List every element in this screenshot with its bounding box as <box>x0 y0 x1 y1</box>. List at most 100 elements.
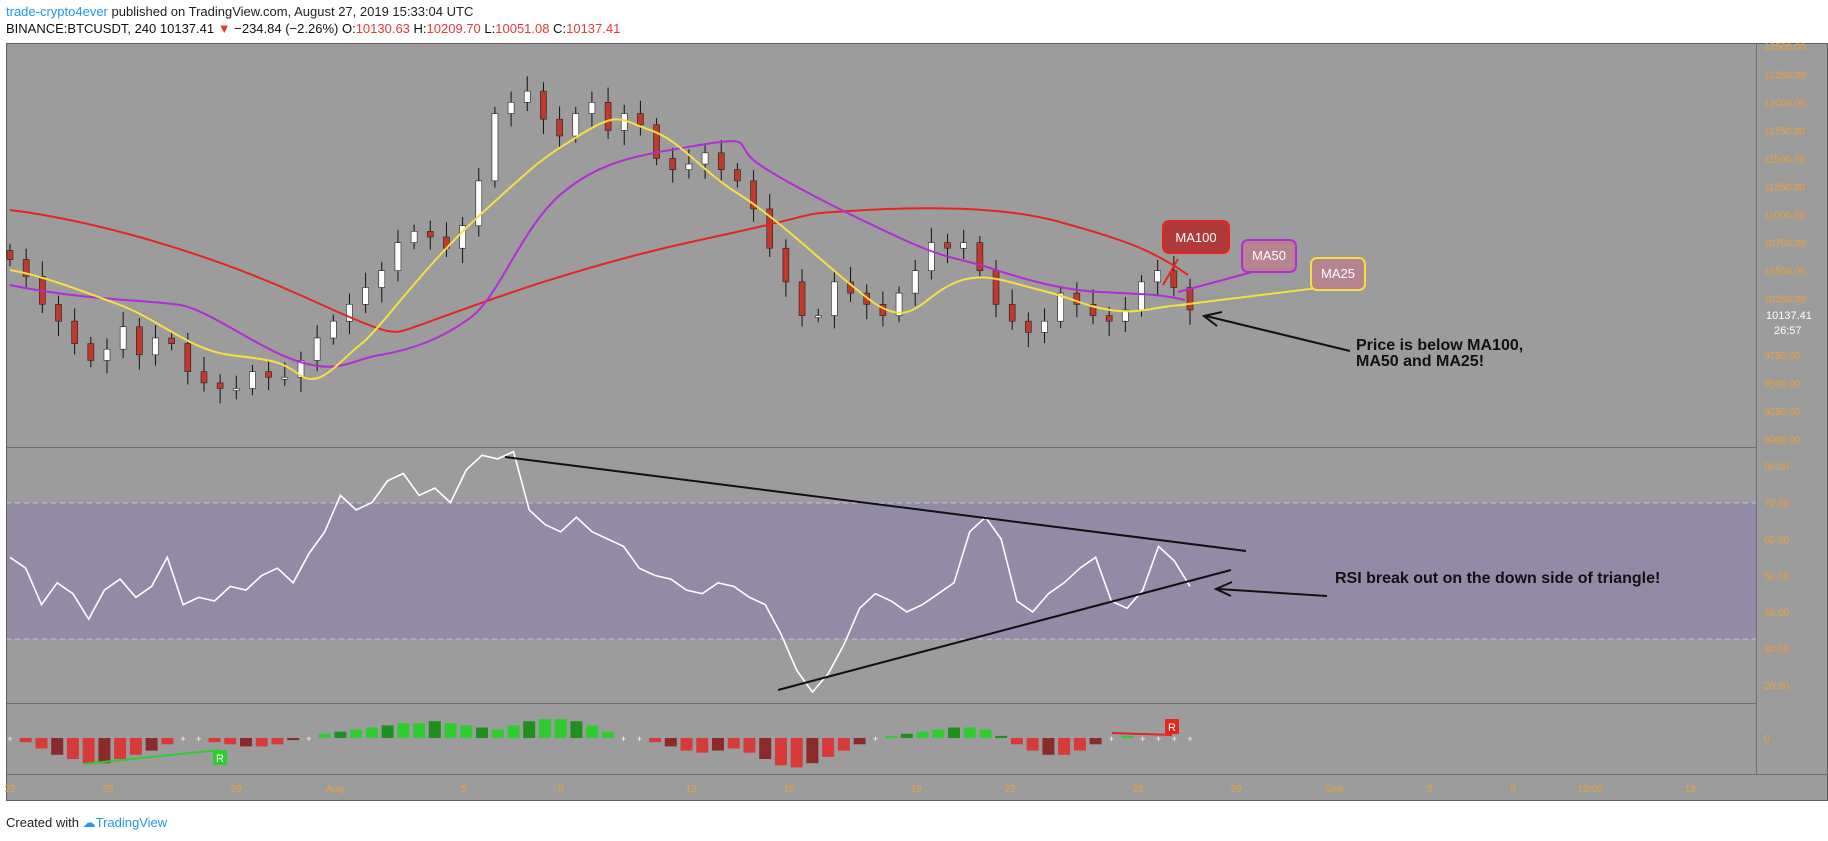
candle-body <box>378 270 386 288</box>
oscillator-tick-label: 0 <box>1764 734 1770 745</box>
candle-body <box>265 371 272 378</box>
ma100-line <box>9 207 1189 333</box>
candle-body <box>1154 270 1161 283</box>
candle-body <box>1105 315 1113 322</box>
time-tick-label: 29 <box>1230 784 1242 795</box>
triangle-upper-line <box>504 456 1247 552</box>
candle-body <box>588 102 596 114</box>
rsi-axis-ticks: 80.00 70.00 60.00 50.00 40.00 30.00 20.00 <box>1764 462 1789 692</box>
close-label: C: <box>553 21 567 36</box>
price-tick-label: 12500.00 <box>1764 42 1806 53</box>
candle-body <box>653 124 660 159</box>
oscillator-axis-ticks: 0 <box>1764 734 1770 745</box>
histogram-bar <box>932 729 945 738</box>
candle-body <box>426 231 434 238</box>
candle-body <box>346 304 353 322</box>
ma100-callout-label: MA100 <box>1175 230 1216 245</box>
rsi-band <box>6 503 1756 639</box>
candle-body <box>297 360 305 378</box>
histogram-bar <box>208 738 221 743</box>
histogram-bar <box>538 719 551 738</box>
footer: Created with ☁TradingView <box>6 815 167 831</box>
candle-body <box>1008 304 1016 322</box>
candle-body <box>685 163 693 170</box>
histogram-bar <box>1089 738 1102 745</box>
histogram-bar <box>161 738 174 745</box>
price-axis-panel[interactable] <box>1756 43 1828 774</box>
histogram-bar <box>1121 735 1134 738</box>
histogram-bar <box>649 738 662 743</box>
price-tick-label: 10250.00 <box>1764 295 1806 306</box>
candle-body <box>540 90 547 120</box>
last-price-tag <box>1757 307 1815 337</box>
ma50-callout-pointer <box>1177 269 1261 293</box>
candle-body <box>1186 287 1194 311</box>
price-pane[interactable] <box>6 43 1756 447</box>
candle-body <box>669 158 677 170</box>
histogram-bar <box>145 738 158 751</box>
candle-body <box>168 337 175 344</box>
candle-body <box>766 208 774 249</box>
bullish-divergence-label: R <box>216 753 224 765</box>
candle-body <box>249 371 256 389</box>
price-change: −234.84 (−2.26%) <box>234 21 339 36</box>
histogram-zero-marker: + <box>180 734 185 744</box>
rsi-tick-label: 80.00 <box>1764 462 1789 473</box>
candle-body <box>71 320 78 344</box>
last-price-tag-label: 10137.41 <box>1766 310 1812 322</box>
time-axis-ticks: 22 25 29 Aug 5 8 12 15 19 22 26 29 Sep 5 9 12:00 13 <box>4 784 1696 795</box>
candle-body <box>992 270 1000 305</box>
histogram-bar <box>963 727 976 738</box>
ma50-line <box>9 140 1186 368</box>
candle-body <box>313 337 321 361</box>
author-link[interactable]: trade-crypto4ever <box>6 4 108 19</box>
price-note-line-1: Price is below MA100, <box>1356 337 1523 354</box>
histogram-bar <box>98 738 111 764</box>
oscillator-pane[interactable] <box>6 704 1756 774</box>
rsi-tick-label: 50.00 <box>1764 572 1789 583</box>
candle-body <box>798 281 806 316</box>
histogram-bar <box>413 723 426 738</box>
candle-body <box>814 315 822 318</box>
histogram-zero-marker: + <box>1187 734 1192 744</box>
histogram-bar <box>381 725 394 738</box>
price-axis-ticks: 12500.00 12250.00 12000.00 11750.00 11500.00… <box>1764 42 1806 446</box>
histogram-bar <box>365 727 378 738</box>
high-value: 10209.70 <box>426 21 481 36</box>
created-with-text: Created with <box>6 815 79 830</box>
rsi-tick-label: 70.00 <box>1764 499 1789 510</box>
bearish-divergence-label: R <box>1168 722 1176 734</box>
candle-body <box>782 247 790 283</box>
candle-body <box>831 281 838 316</box>
candle-body <box>394 242 402 271</box>
histogram-zero-marker: + <box>621 734 626 744</box>
time-axis-panel[interactable] <box>6 774 1828 801</box>
histogram-bar <box>790 738 803 768</box>
histogram-zero-marker: + <box>196 734 201 744</box>
bearish-divergence-line <box>1111 732 1173 736</box>
histogram-bar <box>491 729 504 738</box>
tradingview-link[interactable]: TradingView <box>95 815 168 830</box>
histogram-zero-marker: + <box>1140 734 1145 744</box>
histogram-bar <box>35 738 48 749</box>
histogram-zero-marker: + <box>637 734 642 744</box>
bullish-divergence-line <box>83 749 220 765</box>
candle-body <box>136 326 143 356</box>
histogram-bar <box>224 738 237 745</box>
rsi-tick-label: 40.00 <box>1764 608 1789 619</box>
ma25-callout <box>1310 257 1366 291</box>
candle-body <box>410 231 418 243</box>
candle-body <box>944 242 951 249</box>
candle-body <box>637 113 644 126</box>
time-tick-label: 5 <box>1427 784 1433 795</box>
candle-body <box>6 250 14 260</box>
candle-body <box>1138 281 1145 311</box>
price-note-arrow <box>1205 315 1351 352</box>
time-tick-label: 8 <box>558 784 564 795</box>
candle-body <box>22 259 30 277</box>
histogram-bar <box>19 738 32 743</box>
price-tick-label: 10750.00 <box>1764 239 1806 250</box>
rsi-tick-label: 20.00 <box>1764 681 1789 692</box>
low-value: 10051.08 <box>495 21 550 36</box>
